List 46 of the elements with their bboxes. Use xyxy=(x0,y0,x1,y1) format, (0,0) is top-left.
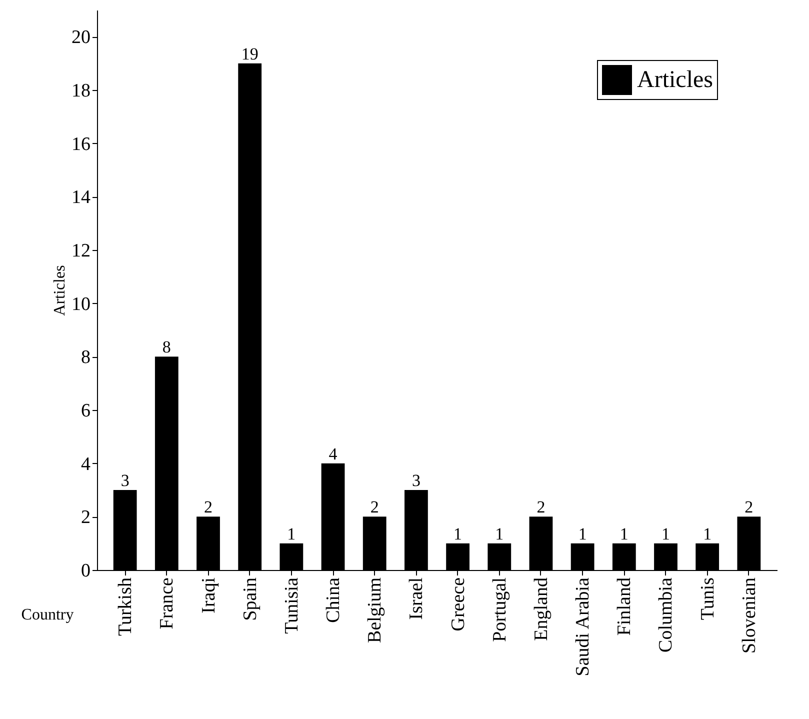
x-axis-title: Country xyxy=(21,606,74,624)
x-tick-label: Spain xyxy=(240,577,261,621)
data-label: 1 xyxy=(287,524,296,544)
data-label: 1 xyxy=(495,524,504,544)
x-tick-label: France xyxy=(156,578,178,630)
y-tick-label: 2 xyxy=(81,507,90,528)
y-tick-label: 0 xyxy=(81,560,90,582)
y-axis-title: Articles xyxy=(52,265,68,316)
x-tick-label: Belgium xyxy=(364,577,386,643)
y-tick-label: 10 xyxy=(72,294,90,315)
data-label: 3 xyxy=(412,471,420,490)
y-tick-label: 12 xyxy=(72,240,90,262)
legend-label: Articles xyxy=(637,67,713,93)
y-tick-label: 8 xyxy=(81,347,90,368)
x-tick-label: Iraqi xyxy=(198,578,220,614)
data-label: 1 xyxy=(454,524,462,544)
x-tick-label: Turkish xyxy=(115,577,136,636)
x-tick-label: England xyxy=(530,577,552,641)
y-tick-label: 18 xyxy=(72,80,90,102)
data-label: 19 xyxy=(241,44,258,64)
data-label: 8 xyxy=(162,338,171,357)
data-label: 3 xyxy=(120,471,130,490)
data-label: 2 xyxy=(536,498,546,517)
data-label: 1 xyxy=(703,524,712,544)
data-label: 2 xyxy=(204,498,213,517)
y-tick-label: 14 xyxy=(72,187,91,208)
x-tick-label: Portugal xyxy=(489,578,510,642)
data-label: 1 xyxy=(578,524,587,544)
y-tick-label: 6 xyxy=(81,400,90,422)
x-tick-label: Greece xyxy=(448,578,469,632)
data-label: 1 xyxy=(661,524,670,544)
y-tick-label: 16 xyxy=(72,134,90,155)
data-label: 4 xyxy=(328,444,338,464)
data-label: 2 xyxy=(370,498,379,517)
x-tick-label: Tunis xyxy=(697,578,718,620)
x-tick-label: Israel xyxy=(406,578,428,620)
x-tick-label: Tunisia xyxy=(281,576,302,634)
data-label: 2 xyxy=(744,498,754,517)
y-tick-label: 20 xyxy=(72,27,90,48)
data-label: 1 xyxy=(620,524,628,544)
y-tick-label: 4 xyxy=(81,454,91,475)
x-tick-label: Slovenian xyxy=(738,577,760,654)
x-tick-label: Saudi Arabia xyxy=(572,576,594,676)
x-tick-label: China xyxy=(323,576,344,623)
x-tick-label: Columbia xyxy=(656,576,677,652)
x-tick-label: Finland xyxy=(614,577,636,636)
